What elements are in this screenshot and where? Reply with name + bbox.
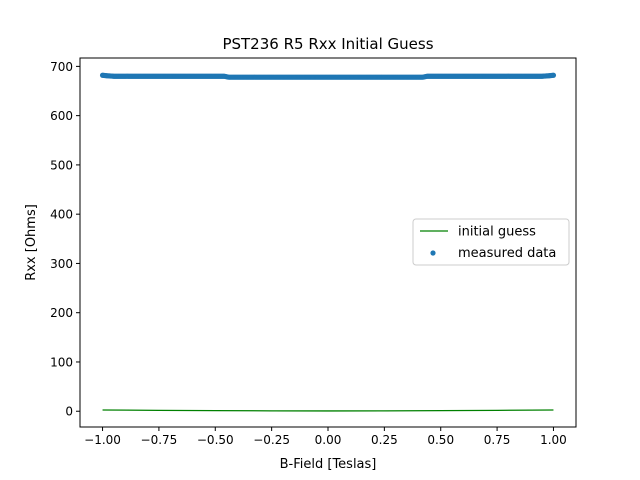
y-tick-label: 700 (50, 60, 73, 74)
x-tick-label: 0.75 (484, 433, 511, 447)
y-tick-label: 300 (50, 257, 73, 271)
x-axis-label: B-Field [Teslas] (280, 457, 377, 472)
plot-area (99, 72, 557, 412)
legend-label-measured-data: measured data (458, 246, 556, 261)
y-tick-label: 500 (50, 158, 73, 172)
x-tick-label: 1.00 (540, 433, 567, 447)
chart-title: PST236 R5 Rxx Initial Guess (222, 35, 433, 53)
x-tick-label: −0.75 (141, 433, 178, 447)
legend: initial guess measured data (412, 218, 570, 266)
legend-box (412, 218, 570, 266)
legend-label-initial-guess: initial guess (458, 225, 536, 240)
x-tick-label: −1.00 (84, 433, 121, 447)
legend-marker-swatch (430, 250, 436, 256)
scatter-point (550, 72, 557, 78)
x-tick-label: −0.50 (197, 433, 234, 447)
x-tick-label: −0.25 (253, 433, 290, 447)
series-line-initial-guess (102, 409, 554, 412)
y-tick-label: 400 (50, 208, 73, 222)
x-tick-label: 0.50 (427, 433, 454, 447)
y-axis: 0 100 200 300 400 500 600 700 (50, 60, 80, 419)
x-tick-label: 0.00 (315, 433, 342, 447)
y-tick-label: 0 (65, 405, 73, 419)
x-axis: −1.00 −0.75 −0.50 −0.25 0.00 0.25 0.50 0.75 1.00 (84, 427, 567, 447)
y-tick-label: 600 (50, 109, 73, 123)
y-axis-label: Rxx [Ohms] (24, 204, 39, 281)
x-tick-label: 0.25 (371, 433, 398, 447)
y-tick-label: 200 (50, 306, 73, 320)
y-tick-label: 100 (50, 355, 73, 369)
